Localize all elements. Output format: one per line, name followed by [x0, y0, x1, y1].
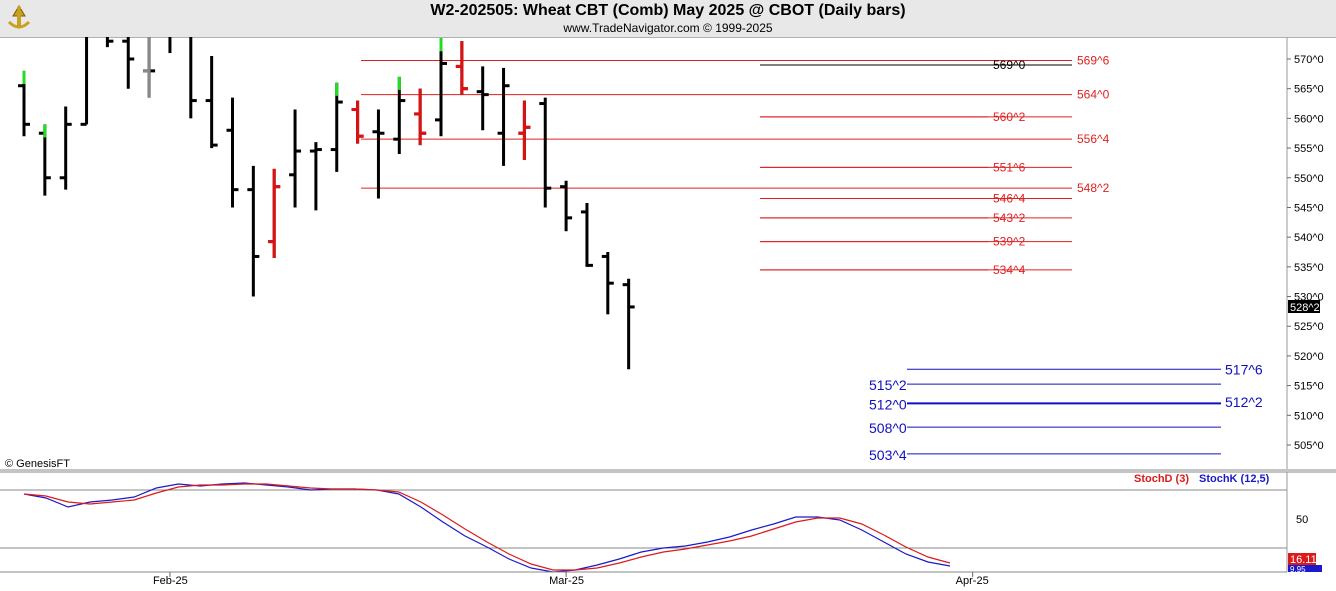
stoch-d-value: 16.11	[1290, 554, 1317, 566]
ohlc-bar	[309, 142, 322, 211]
stoch-d-line	[23, 483, 951, 571]
ohlc-bar	[143, 37, 156, 98]
ohlc-bar	[393, 76, 406, 155]
ohlc-bar	[268, 168, 281, 258]
ohlc-bar	[168, 37, 172, 54]
ohlc-bar	[455, 41, 468, 95]
ohlc-bar	[59, 106, 72, 190]
chart-subtitle: www.TradeNavigator.com © 1999-2025	[563, 21, 773, 35]
price-tick-label: 545^0	[1294, 202, 1324, 214]
resistance-label: 560^2	[993, 110, 1026, 124]
resistance-label: 534^4	[993, 263, 1026, 277]
ohlc-bar	[622, 278, 635, 370]
ohlc-bar	[105, 37, 114, 48]
stoch-k-line	[23, 482, 951, 573]
legend-stoch-k: StochK (12,5)	[1199, 473, 1270, 485]
resistance-label: 546^4	[993, 192, 1026, 206]
chart-header: W2-202505: Wheat CBT (Comb) May 2025 @ C…	[0, 0, 1336, 38]
stochastic-panel: 50 StochD (3) StochK (12,5) 16.11 9.95	[0, 472, 1322, 574]
price-tick-label: 525^0	[1294, 321, 1324, 333]
price-tick-label: 540^0	[1294, 232, 1324, 244]
legend-stoch-d: StochD (3)	[1134, 473, 1189, 485]
resistance-label: 551^6	[993, 160, 1026, 174]
price-axis: 505^0510^0515^0520^0525^0530^0535^0540^0…	[1287, 54, 1324, 452]
ohlc-bar	[226, 97, 239, 208]
support-label: 517^6	[1225, 361, 1263, 377]
ohlc-bar	[330, 82, 343, 172]
ohlc-bar	[189, 37, 197, 119]
resistance-label: 548^2	[1077, 181, 1110, 195]
trade-navigator-logo-icon	[3, 2, 35, 34]
ohlc-bar	[497, 67, 510, 166]
price-tick-label: 510^0	[1294, 410, 1324, 422]
ohlc-bar	[247, 165, 260, 297]
ohlc-bar	[435, 38, 447, 137]
price-tick-label: 570^0	[1294, 54, 1324, 66]
copyright-label: © GenesisFT	[5, 458, 70, 470]
ohlc-bar	[601, 252, 614, 315]
pivot-label: 569^0	[993, 58, 1026, 72]
price-bars	[18, 37, 635, 370]
stoch-k-value: 9.95	[1290, 565, 1306, 574]
ohlc-bar	[18, 70, 30, 137]
support-label: 515^2	[869, 377, 907, 393]
resistance-label: 539^2	[993, 235, 1026, 249]
ohlc-bar	[539, 97, 552, 208]
price-tick-label: 505^0	[1294, 440, 1324, 452]
x-tick-label: Apr-25	[956, 575, 989, 587]
x-tick-label: Mar-25	[549, 575, 584, 587]
ohlc-bar	[205, 56, 218, 149]
support-lines: 517^6 515^2 512^0 512^2 508^0 503^4	[869, 361, 1263, 463]
price-tick-label: 550^0	[1294, 173, 1324, 185]
price-tick-label: 535^0	[1294, 262, 1324, 274]
stoch-d-value-box	[1288, 553, 1316, 565]
support-label: 503^4	[869, 447, 907, 463]
ohlc-bar	[414, 88, 427, 146]
price-tick-label: 555^0	[1294, 143, 1324, 155]
chart-title: W2-202505: Wheat CBT (Comb) May 2025 @ C…	[430, 2, 906, 19]
price-tick-label: 520^0	[1294, 351, 1324, 363]
last-price-label: 528^2	[1290, 302, 1320, 314]
price-tick-label: 560^0	[1294, 113, 1324, 125]
ohlc-bar	[38, 124, 51, 196]
price-tick-label: 515^0	[1294, 381, 1324, 393]
resistance-label: 556^4	[1077, 132, 1110, 146]
resistance-label: 569^6	[1077, 53, 1110, 67]
price-panel: 505^0510^0515^0520^0525^0530^0535^0540^0…	[5, 37, 1324, 470]
stoch-tick-50: 50	[1296, 514, 1308, 526]
ohlc-bar	[351, 100, 364, 144]
resistance-label: 543^2	[993, 211, 1026, 225]
support-label: 512^0	[869, 396, 907, 412]
last-price-marker: 528^2	[1288, 300, 1320, 314]
ohlc-bar	[80, 37, 89, 126]
ohlc-bar	[289, 109, 302, 208]
ohlc-bar	[372, 109, 385, 199]
resistance-label: 564^0	[1077, 88, 1110, 102]
price-tick-label: 565^0	[1294, 84, 1324, 96]
x-tick-label: Feb-25	[153, 575, 188, 587]
x-axis: Feb-25 Mar-25 Apr-25	[153, 572, 989, 587]
stoch-k-value-box	[1288, 565, 1322, 572]
support-label: 508^0	[869, 420, 907, 436]
ohlc-bar	[122, 37, 135, 89]
ohlc-bar	[560, 180, 573, 232]
ohlc-bar	[476, 66, 489, 131]
ohlc-bar	[518, 100, 531, 160]
support-label: 512^2	[1225, 394, 1263, 410]
resistance-lines: 569^6 564^0 560^2 556^4 551^6 548^2 546^4 543^2…	[361, 53, 1110, 277]
ohlc-bar	[580, 203, 593, 267]
